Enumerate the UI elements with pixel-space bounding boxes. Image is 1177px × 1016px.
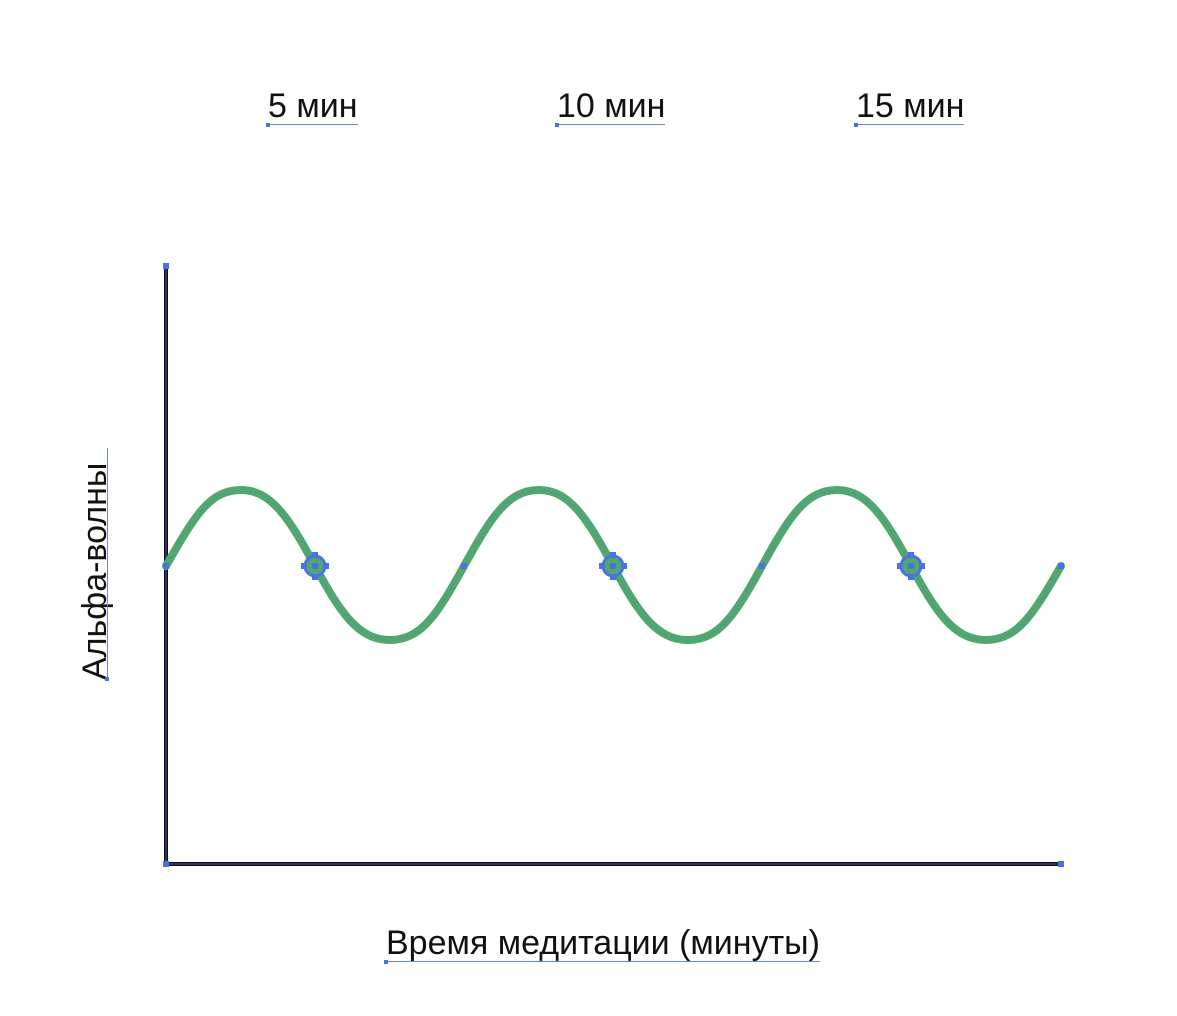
tick-label-10min: 10 мин [555, 87, 666, 127]
text-baseline [386, 961, 820, 962]
selected-anchor-5min[interactable] [301, 552, 329, 580]
x-axis-label: Время медитации (минуты) [384, 924, 820, 964]
anchor-point[interactable] [163, 563, 169, 569]
anchor-point[interactable] [759, 563, 765, 569]
origin-handle[interactable] [163, 861, 169, 867]
text-anchor-handle[interactable] [384, 960, 388, 964]
tick-label-5min: 5 мин [266, 87, 358, 127]
y-label-baseline [107, 448, 108, 680]
text-anchor-handle[interactable] [555, 123, 559, 127]
x-axis-end-handle[interactable] [1058, 861, 1064, 867]
text-baseline [557, 124, 666, 125]
tick-label-text: 10 мин [557, 87, 666, 125]
anchor-point[interactable] [461, 563, 467, 569]
selected-anchor-15min[interactable] [897, 552, 925, 580]
tick-label-text: 5 мин [268, 87, 358, 125]
y-label-anchor-handle[interactable] [105, 677, 109, 681]
text-baseline [268, 124, 358, 125]
y-axis-top-handle[interactable] [163, 263, 169, 269]
text-anchor-handle[interactable] [266, 123, 270, 127]
anchor-point[interactable] [1058, 563, 1064, 569]
x-axis-label-text: Время медитации (минуты) [386, 924, 820, 962]
tick-label-15min: 15 мин [854, 87, 965, 127]
tick-label-text: 15 мин [856, 87, 965, 125]
text-anchor-handle[interactable] [854, 123, 858, 127]
text-baseline [856, 124, 965, 125]
anchor-points [163, 552, 1064, 580]
selected-anchor-10min[interactable] [599, 552, 627, 580]
